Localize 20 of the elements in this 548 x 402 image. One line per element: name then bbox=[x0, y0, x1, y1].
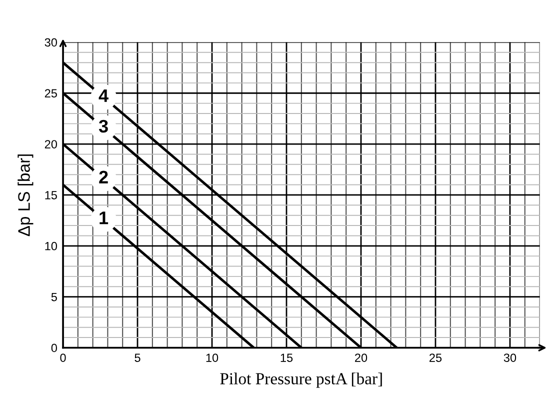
series-label: 3 bbox=[98, 120, 108, 133]
x-axis-title: Pilot Pressure pstA [bar] bbox=[220, 372, 382, 388]
y-tick-label: 0 bbox=[51, 344, 58, 352]
x-tick-label: 10 bbox=[206, 354, 218, 362]
y-tick-label: 5 bbox=[51, 292, 57, 302]
series-label: 2 bbox=[99, 170, 108, 184]
x-tick-label: 20 bbox=[355, 354, 368, 362]
x-tick-label: 0 bbox=[60, 354, 66, 362]
y-tick-label: 15 bbox=[45, 191, 57, 200]
y-tick-label: 25 bbox=[44, 89, 57, 98]
y-tick-label: 20 bbox=[44, 140, 58, 148]
y-tick-label: 10 bbox=[45, 242, 58, 250]
series-label: 4 bbox=[98, 89, 108, 102]
x-tick-label: 5 bbox=[134, 354, 140, 362]
y-axis-title: Δp LS [bar] bbox=[18, 154, 34, 236]
x-tick-label: 15 bbox=[280, 354, 293, 362]
series-label: 1 bbox=[100, 212, 108, 224]
x-tick-label: 30 bbox=[504, 354, 516, 362]
y-tick-label: 30 bbox=[44, 38, 58, 47]
x-tick-label: 25 bbox=[430, 354, 442, 362]
